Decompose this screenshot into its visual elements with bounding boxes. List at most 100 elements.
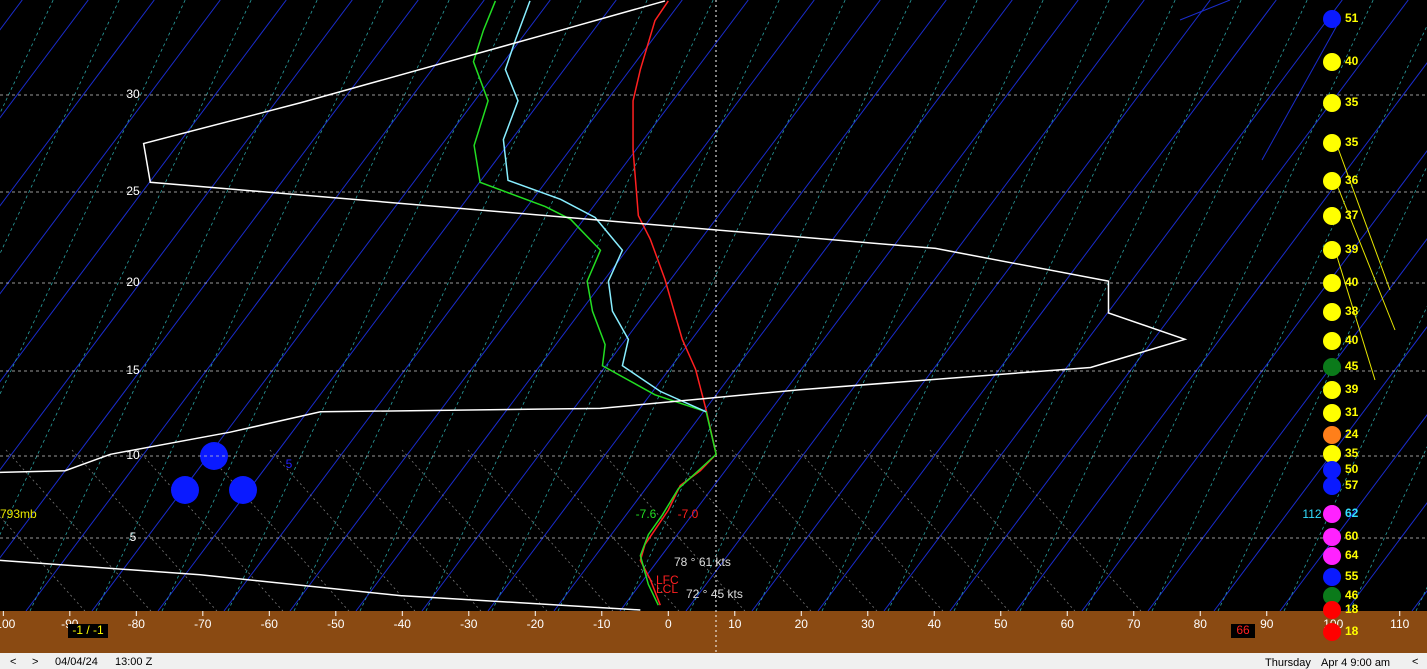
isotherm bbox=[293, 0, 582, 612]
wind-speed: 60 bbox=[1345, 529, 1359, 543]
isotherm bbox=[227, 0, 516, 612]
annotation: -7.6 bbox=[636, 507, 657, 521]
isotherm bbox=[953, 0, 1242, 612]
wind-speed: 55 bbox=[1345, 569, 1359, 583]
wind-marker bbox=[1323, 623, 1341, 641]
wind-speed: 62 bbox=[1345, 506, 1359, 520]
dry-adiabat bbox=[1213, 326, 1427, 612]
x-tick-label: -100 bbox=[0, 617, 16, 631]
isotherm bbox=[689, 0, 978, 612]
wind-speed: 24 bbox=[1345, 427, 1359, 441]
isotherm bbox=[491, 0, 780, 612]
prev-button[interactable]: < bbox=[10, 656, 16, 668]
profile-line bbox=[0, 0, 1188, 474]
annotation: LCL bbox=[656, 582, 678, 596]
wind-speed: 40 bbox=[1345, 54, 1359, 68]
x-tick-label: 10 bbox=[728, 617, 742, 631]
profile-line bbox=[632, 0, 717, 606]
x-tick-label: -40 bbox=[394, 617, 412, 631]
mixing-line bbox=[863, 449, 1010, 612]
status-day: Thursday bbox=[1265, 657, 1311, 669]
isotherm bbox=[1019, 0, 1308, 612]
annotation: 112 bbox=[1302, 507, 1321, 521]
isotherm bbox=[1085, 0, 1374, 612]
x-tick-label: -30 bbox=[460, 617, 478, 631]
dry-adiabat bbox=[1015, 62, 1427, 612]
dry-adiabat bbox=[817, 0, 1277, 612]
wind-barb bbox=[1334, 249, 1376, 381]
wind-marker bbox=[1323, 358, 1341, 376]
x-tick-label: -10 bbox=[593, 617, 611, 631]
dry-adiabat bbox=[0, 0, 287, 383]
wind-marker bbox=[1323, 404, 1341, 422]
next-button[interactable]: > bbox=[32, 656, 38, 668]
y-tick-label: 5 bbox=[130, 530, 137, 544]
mixing-line bbox=[137, 449, 284, 612]
dry-adiabat bbox=[685, 0, 1145, 612]
dry-adiabat bbox=[619, 0, 1079, 612]
wind-speed: 36 bbox=[1345, 173, 1359, 187]
mixing-line bbox=[401, 449, 548, 612]
wind-speed: 18 bbox=[1345, 624, 1359, 638]
dry-adiabat bbox=[157, 0, 617, 612]
wind-marker bbox=[1323, 445, 1341, 463]
mixing-line bbox=[731, 449, 878, 612]
isotherm bbox=[623, 0, 912, 612]
wind-speed: 40 bbox=[1345, 275, 1359, 289]
ground-bar bbox=[0, 611, 1427, 653]
dry-adiabat bbox=[289, 0, 749, 612]
mixing-line bbox=[599, 449, 746, 612]
isotherm bbox=[755, 0, 1044, 612]
mixing-line bbox=[665, 449, 812, 612]
x-tick-label: -70 bbox=[194, 617, 212, 631]
x-tick-label: -60 bbox=[261, 617, 279, 631]
status-date: 04/04/24 bbox=[55, 656, 98, 668]
status-local-time: Apr 4 9:00 am bbox=[1321, 657, 1390, 669]
isotherm bbox=[557, 0, 846, 612]
y-tick-label: 25 bbox=[126, 184, 140, 198]
wind-marker bbox=[1323, 172, 1341, 190]
surface-label-box bbox=[1231, 624, 1255, 638]
x-tick-label: 0 bbox=[665, 617, 672, 631]
wind-barb bbox=[1334, 139, 1391, 291]
dry-adiabat bbox=[751, 0, 1211, 612]
dry-adiabat bbox=[355, 0, 815, 612]
x-tick-label: 50 bbox=[994, 617, 1008, 631]
wind-marker bbox=[1323, 94, 1341, 112]
y-tick-label: 30 bbox=[126, 87, 140, 101]
wind-marker bbox=[1323, 381, 1341, 399]
mixing-line bbox=[335, 449, 482, 612]
surface-label: 66 bbox=[1236, 623, 1250, 637]
dry-adiabat bbox=[1345, 502, 1427, 612]
scroll-left[interactable]: < bbox=[1412, 656, 1418, 668]
wind-marker bbox=[1323, 547, 1341, 565]
dry-adiabat bbox=[1147, 238, 1427, 612]
y-tick-label: 15 bbox=[126, 363, 140, 377]
wind-marker bbox=[1323, 134, 1341, 152]
wind-marker bbox=[1323, 528, 1341, 546]
dry-adiabat bbox=[1279, 414, 1427, 612]
wind-speed: 31 bbox=[1345, 405, 1359, 419]
status-time: 13:00 Z bbox=[115, 656, 153, 668]
dry-adiabat bbox=[0, 0, 89, 119]
isotherm bbox=[95, 0, 384, 612]
mixing-line bbox=[995, 449, 1142, 612]
x-tick-label: -50 bbox=[327, 617, 345, 631]
dry-adiabat bbox=[487, 0, 947, 612]
x-tick-label: 110 bbox=[1390, 617, 1409, 631]
dry-adiabat bbox=[0, 0, 155, 207]
annotation: 793mb bbox=[0, 507, 37, 521]
mixing-line bbox=[203, 449, 350, 612]
isotherm bbox=[359, 0, 648, 612]
x-tick-label: 20 bbox=[795, 617, 809, 631]
mixing-line bbox=[5, 449, 152, 612]
wind-speed: 38 bbox=[1345, 304, 1359, 318]
wind-marker bbox=[1323, 10, 1341, 28]
isotherm bbox=[1217, 165, 1427, 612]
isotherm bbox=[821, 0, 1110, 612]
wind-marker bbox=[1323, 505, 1341, 523]
wind-speed: 50 bbox=[1345, 462, 1359, 476]
wind-marker bbox=[1323, 461, 1341, 479]
dry-adiabat bbox=[25, 0, 485, 612]
